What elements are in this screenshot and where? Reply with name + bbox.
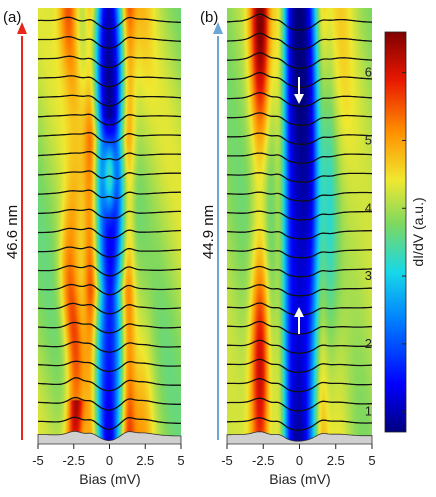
colorbar-ticks: 1 2 3 4 5 6 xyxy=(365,65,406,419)
spectrum-line xyxy=(37,36,182,49)
x-tick-label: -2.5 xyxy=(63,453,85,468)
colorbar-tick-label: 3 xyxy=(365,268,372,283)
spectrum-line xyxy=(37,302,182,315)
spectrum-line xyxy=(226,339,372,354)
spectrum-line xyxy=(227,13,372,31)
x-tick-label: 2.5 xyxy=(327,453,345,468)
panel-a-baseline-spectrum xyxy=(37,430,182,445)
colorbar-tick-label: 6 xyxy=(365,65,372,80)
spectrum-line xyxy=(37,189,181,200)
spectrum-line xyxy=(226,265,373,278)
spectrum-line xyxy=(37,75,182,88)
spectrum-line xyxy=(37,150,182,161)
spectrum-line xyxy=(226,229,372,240)
spectrum-line xyxy=(227,112,373,126)
panel-b-label: (b) xyxy=(200,9,218,26)
x-tick-label: -2.5 xyxy=(252,453,274,468)
spectrum-line xyxy=(226,172,372,183)
colorbar-gradient xyxy=(384,31,407,433)
colorbar-tick-label: 2 xyxy=(365,336,372,351)
panel-a-x-axis-title: Bias (mV) xyxy=(79,471,140,487)
spectrum-line xyxy=(37,246,182,258)
spectrum-line xyxy=(37,360,182,372)
panel-b: (b) 44.9 nm -5 -2.5 0 2.5 5 Bias (mV) xyxy=(200,8,376,487)
colorbar: 1 2 3 4 5 6 dI/dV (a.u.) xyxy=(365,31,426,433)
spectrum-line xyxy=(37,321,182,334)
spectrum-line xyxy=(38,55,181,69)
spectrum-line xyxy=(38,16,182,30)
spectrum-line xyxy=(226,247,372,259)
panel-a-spectra xyxy=(37,16,182,431)
x-tick-label: -5 xyxy=(32,453,44,468)
spectrum-line xyxy=(37,131,182,143)
spectrum-line xyxy=(226,191,372,202)
panel-a: (a) 46.6 nm -5 -2.5 0 2.5 5 Bias (mV) xyxy=(3,8,185,487)
spectrum-line xyxy=(226,210,372,221)
x-tick-label: 0 xyxy=(296,453,303,468)
panel-a-x-ticks: -5 -2.5 0 2.5 5 xyxy=(32,444,185,468)
spectrum-line xyxy=(227,378,373,393)
spectrum-line xyxy=(37,341,182,353)
spectrum-line xyxy=(37,94,182,107)
panel-b-heatmap xyxy=(227,8,372,444)
colorbar-tick-label: 4 xyxy=(365,200,372,215)
panel-b-spectra xyxy=(226,13,373,431)
spectrum-line xyxy=(38,208,181,219)
spectrum-line xyxy=(227,397,372,412)
spectrum-line xyxy=(226,32,372,50)
spectrum-line xyxy=(38,265,182,277)
spectrum-line xyxy=(227,92,373,107)
panel-a-label: (a) xyxy=(3,9,21,26)
x-tick-label: -5 xyxy=(221,453,233,468)
panel-b-length-arrowhead xyxy=(213,22,223,34)
panel-b-baseline-spectrum xyxy=(226,431,373,445)
spectrum-line xyxy=(38,377,181,392)
spectrum-line xyxy=(227,417,373,431)
panel-a-length-label: 46.6 nm xyxy=(4,205,21,259)
panel-b-length-label: 44.9 nm xyxy=(200,205,217,259)
spectrum-line xyxy=(38,227,182,239)
colorbar-tick-label: 1 xyxy=(365,404,372,419)
panel-a-length-arrowhead xyxy=(17,22,27,34)
x-tick-label: 0 xyxy=(106,453,113,468)
spectrum-line xyxy=(226,284,373,297)
panel-b-annotation-up-arrow xyxy=(294,307,304,334)
spectrum-line xyxy=(227,152,373,164)
spectrum-line xyxy=(226,52,373,69)
panel-a-heatmap xyxy=(38,8,181,444)
panel-b-annotation-down-arrow xyxy=(294,77,304,104)
spectrum-line xyxy=(227,358,373,374)
panel-b-x-axis-title: Bias (mV) xyxy=(269,471,330,487)
spectrum-line xyxy=(38,396,181,411)
spectrum-line xyxy=(38,170,181,180)
spectrum-line xyxy=(38,416,181,431)
spectrum-line xyxy=(226,132,372,145)
colorbar-label: dI/dV (a.u.) xyxy=(410,197,426,266)
spectrum-line xyxy=(38,283,182,296)
x-tick-label: 2.5 xyxy=(136,453,154,468)
spectrum-line xyxy=(37,113,182,126)
colorbar-tick-label: 5 xyxy=(365,132,372,147)
x-tick-label: 5 xyxy=(368,453,375,468)
x-tick-label: 5 xyxy=(177,453,184,468)
panel-b-x-ticks: -5 -2.5 0 2.5 5 xyxy=(221,444,376,468)
